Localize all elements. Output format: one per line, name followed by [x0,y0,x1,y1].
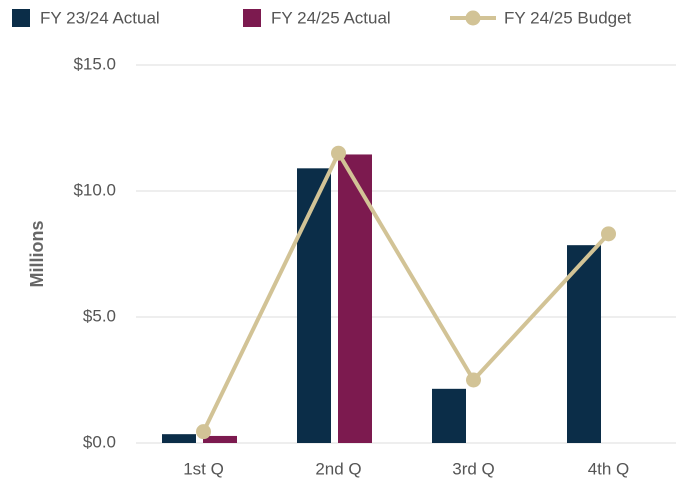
x-tick-label: 2nd Q [315,459,361,478]
line [201,148,610,433]
legend-swatch [243,9,261,27]
legend-label: FY 24/25 Budget [504,8,632,27]
legend-swatch [465,10,481,26]
x-tick-label: 1st Q [183,459,224,478]
line-marker [331,145,346,161]
bar [203,435,237,443]
y-tick-label: $5.0 [83,306,116,325]
legend-label: FY 23/24 Actual [40,8,160,27]
y-tick-label: $0.0 [83,432,116,451]
bar [297,168,331,443]
y-tick-label: $15.0 [73,54,116,73]
legend-label: FY 24/25 Actual [271,8,391,27]
y-axis-title: Millions [27,221,47,288]
y-tick-label: $10.0 [73,180,116,199]
line-marker [466,372,481,388]
line-marker [601,226,616,242]
line-marker [196,424,211,440]
x-tick-label: 4th Q [588,459,630,478]
bar [162,434,196,443]
bar [432,388,466,443]
x-tick-label: 3rd Q [452,459,495,478]
bar [567,245,601,443]
legend-swatch [12,9,30,27]
